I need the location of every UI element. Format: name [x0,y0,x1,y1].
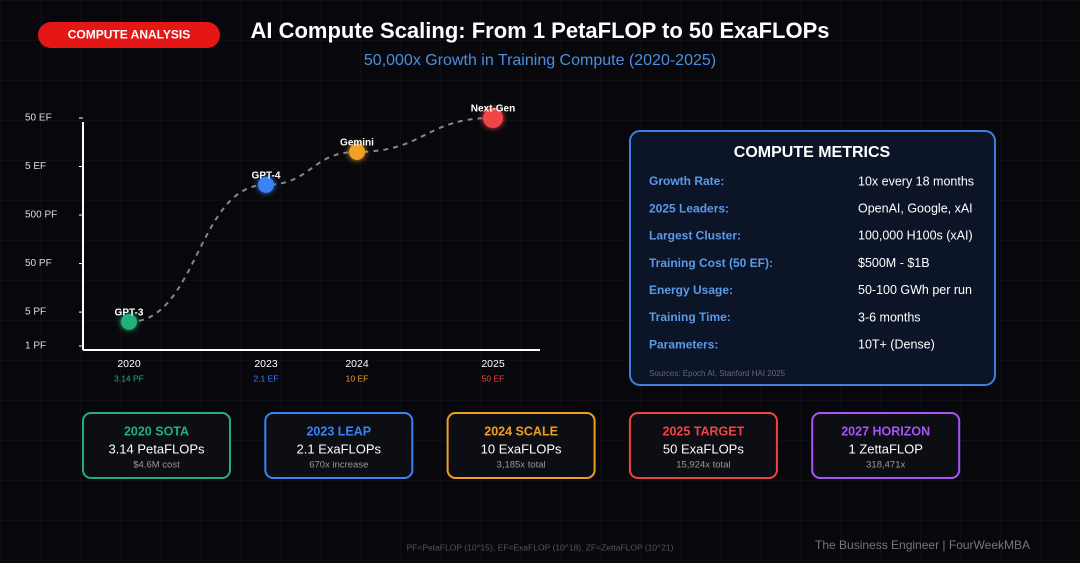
y-tick-label: 50 PF [25,258,52,269]
milestone-card [628,412,778,479]
data-point [258,176,274,193]
card-note: 3,185x total [497,460,546,471]
y-tick-label: 1 PF [25,341,46,352]
card-title: 2027 HORIZON [841,424,930,438]
title: AI Compute Scaling: From 1 PetaFLOP to 5… [250,18,829,43]
card-note: 670x increase [309,460,368,471]
card-title: 2024 SCALE [484,424,558,438]
metric-label: 2025 Leaders: [649,201,729,215]
y-tick-label: 500 PF [25,210,57,221]
milestone-card [82,412,231,479]
metrics-panel [629,130,996,386]
badge-text: COMPUTE ANALYSIS [68,28,190,42]
x-tick-label: 2025 [481,358,505,370]
metric-value: $500M - $1B [858,256,930,270]
card-title: 2023 LEAP [306,424,371,438]
value-label: 3.14 PF [114,373,144,383]
card-title: 2020 SOTA [124,424,189,438]
metric-label: Training Cost (50 EF): [649,256,773,270]
data-point [349,143,365,160]
x-tick-label: 2023 [254,358,278,370]
card-value: 50 ExaFLOPs [663,441,744,456]
milestone-card [264,412,414,479]
metric-value: 100,000 H100s (xAI) [858,229,973,243]
milestone-card [446,412,596,479]
badge [38,22,220,48]
metric-value: OpenAI, Google, xAI [858,201,973,215]
data-point [121,313,137,330]
card-value: 1 ZettaFLOP [848,441,922,456]
metrics-source: Sources: Epoch AI, Stanford HAI 2025 [649,369,786,378]
brand: The Business Engineer | FourWeekMBA [815,538,1030,552]
data-point [483,108,503,128]
metric-label: Training Time: [649,310,731,324]
metric-value: 50-100 GWh per run [858,283,972,297]
card-value: 3.14 PetaFLOPs [108,441,205,456]
y-tick-label: 5 PF [25,307,46,318]
card-value: 2.1 ExaFLOPs [297,441,382,456]
point-label: GPT-3 [115,308,144,319]
value-label: 50 EF [482,373,505,383]
card-note: 318,471x [866,460,905,471]
card-title: 2025 TARGET [663,424,745,438]
y-tick-label: 50 EF [25,113,52,124]
card-value: 10 ExaFLOPs [481,441,562,456]
metric-value: 3-6 months [858,310,921,324]
value-label: 10 EF [346,373,369,383]
metric-value: 10T+ (Dense) [858,337,935,351]
metric-value: 10x every 18 months [858,174,974,188]
value-label: 2.1 EF [253,373,278,383]
milestone-card [811,412,961,479]
point-label: Next-Gen [471,104,515,115]
metric-label: Growth Rate: [649,174,724,188]
trend-line [128,117,494,323]
metric-label: Parameters: [649,337,718,351]
x-tick-label: 2024 [345,358,369,370]
card-note: 15,924x total [676,460,730,471]
metric-label: Energy Usage: [649,283,733,297]
point-label: GPT-4 [252,170,281,181]
x-tick-label: 2020 [117,358,141,370]
card-note: $4.6M cost [133,460,180,471]
y-tick-label: 5 EF [25,161,46,172]
subtitle: 50,000x Growth in Training Compute (2020… [364,52,716,69]
metrics-title: COMPUTE METRICS [734,144,891,161]
metric-label: Largest Cluster: [649,229,741,243]
footnote: PF=PetaFLOP (10^15), EF=ExaFLOP (10^18),… [407,542,674,552]
point-label: Gemini [340,138,374,149]
